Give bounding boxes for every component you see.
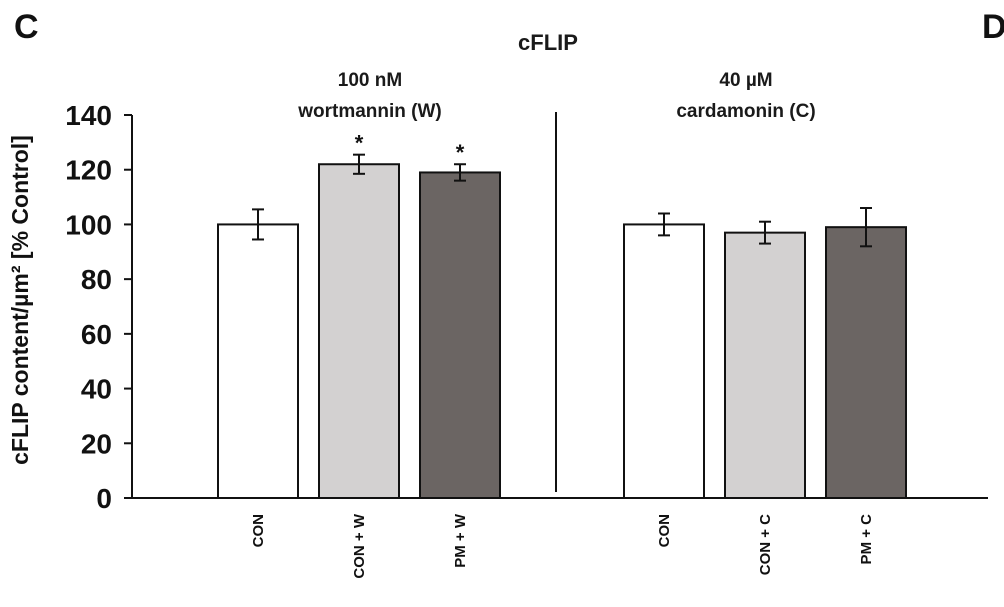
chart-title: cFLIP	[518, 30, 578, 55]
y-tick-label: 0	[96, 483, 112, 514]
next-panel-label: D	[982, 8, 1004, 46]
x-category-label: PM + W	[452, 513, 469, 568]
y-ticks: 0 20 40 60 80 100 120 140	[65, 100, 132, 514]
bar	[318, 163, 400, 499]
y-tick-label: 100	[65, 209, 112, 240]
bar	[623, 223, 705, 500]
y-axis-label: cFLIP content/µm² [% Control]	[7, 135, 33, 465]
y-tick-label: 80	[81, 264, 112, 295]
y-tick-label: 120	[65, 155, 112, 186]
x-category-label: PM + C	[858, 514, 875, 565]
group-label-wortmannin-line1: 100 nM	[338, 70, 402, 91]
x-category-label: CON + C	[757, 514, 774, 575]
y-tick-label: 140	[65, 100, 112, 131]
group-label-cardamonin-line2: cardamonin (C)	[676, 101, 815, 122]
group-label-wortmannin-line2: wortmannin (W)	[297, 101, 442, 122]
group-label-cardamonin-line1: 40 µM	[719, 70, 772, 91]
significance-marker: *	[355, 131, 364, 156]
significance-marker: *	[456, 140, 465, 165]
y-tick-label: 40	[81, 374, 112, 405]
y-tick-label: 20	[81, 428, 112, 459]
bar	[825, 226, 907, 500]
bar	[724, 231, 806, 499]
x-category-label: CON + W	[351, 513, 368, 578]
panel-label: C	[14, 8, 39, 46]
bars: CON * CON + W * PM + W CON CON + C PM + C	[217, 131, 907, 579]
bar	[217, 223, 299, 500]
y-tick-label: 60	[81, 319, 112, 350]
x-category-label: CON	[250, 514, 267, 547]
bar	[419, 171, 501, 499]
x-category-label: CON	[656, 514, 673, 547]
